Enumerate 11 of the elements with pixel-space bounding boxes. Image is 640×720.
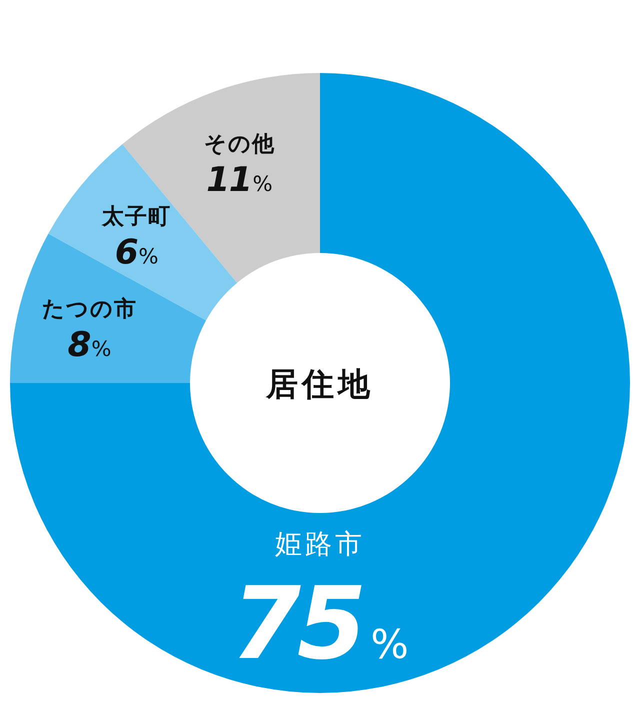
donut-slice xyxy=(10,234,206,383)
data-label: 6% xyxy=(114,232,158,272)
donut-slice xyxy=(10,73,630,693)
data-label: 8% xyxy=(68,324,112,365)
slice-label: 姫路市 xyxy=(275,529,365,560)
data-label: 75% xyxy=(231,565,409,682)
data-label: 11% xyxy=(206,160,273,200)
slice-label: たつの市 xyxy=(42,296,137,322)
slice-label: 太子町 xyxy=(101,204,172,230)
text: 居住地 xyxy=(265,365,374,403)
slice-label: その他 xyxy=(204,132,275,158)
